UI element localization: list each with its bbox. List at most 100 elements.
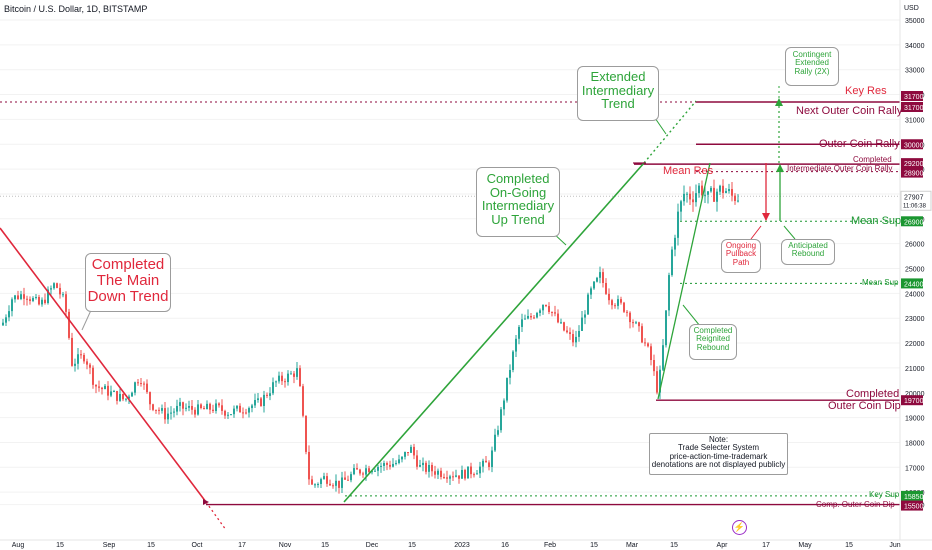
candle-body (203, 408, 205, 410)
candle-body (458, 475, 460, 479)
candle-body (497, 430, 499, 435)
candle-body (581, 317, 583, 331)
note-line-2: price-action-time-trademark (669, 451, 768, 461)
time-axis[interactable]: Aug 15 Sep 15 Oct 17 Nov 15 Dec 15 2023 16 Feb 15 Mar 1… (0, 539, 932, 549)
candle-body (116, 391, 118, 401)
candle-body (392, 463, 394, 467)
candle-body (530, 315, 532, 318)
candle-body (674, 237, 676, 250)
candle-body (308, 451, 310, 480)
mean-sup-label: Mean Sup (851, 215, 902, 227)
rebound-line-1: Anticipated (788, 241, 828, 250)
candle-body (317, 484, 319, 486)
reignited-line-2: Reignited (696, 334, 730, 344)
price-tag (901, 158, 923, 169)
candle-body (104, 385, 106, 390)
currency-label: USD (904, 5, 919, 12)
candle-body (488, 462, 490, 467)
candle-body (296, 368, 298, 377)
price-tag-label: 28900 (904, 171, 924, 178)
candle-body (149, 392, 151, 405)
candle-body (119, 394, 121, 401)
candle-body (257, 398, 259, 401)
candle-body (695, 193, 697, 203)
candle-body (227, 414, 229, 416)
candle-body (653, 360, 655, 372)
candle-body (629, 312, 631, 323)
candle-body (146, 383, 148, 393)
price-tag (901, 490, 923, 501)
x-tick-label: Nov (279, 542, 292, 549)
candle-body (563, 322, 565, 331)
candle-body (242, 412, 244, 414)
candle-body (386, 463, 388, 465)
completed-dip-label-1: Completed (846, 388, 900, 400)
last-price-value: 27907 (904, 194, 924, 201)
candle-body (71, 337, 73, 366)
candle-body (410, 446, 412, 453)
mean-res-label: Mean Res (663, 165, 714, 177)
candle-body (557, 313, 559, 323)
countdown-value: 11:06:38 (903, 203, 927, 209)
candle-body (518, 326, 520, 339)
candle-body (413, 446, 415, 456)
candle-body (176, 405, 178, 412)
candle-body (725, 191, 727, 193)
price-tag (901, 139, 923, 150)
extended-line-3: Trend (601, 96, 635, 112)
candle-body (431, 464, 433, 472)
candle-body (560, 322, 562, 324)
candle-body (47, 289, 49, 304)
x-tick-label: 15 (670, 542, 678, 549)
candle-body (95, 384, 97, 387)
candle-body (11, 299, 13, 312)
candle-body (8, 311, 10, 318)
candle-body (83, 355, 85, 362)
candle-body (434, 471, 436, 475)
candle-body (611, 300, 613, 306)
candle-body (689, 193, 691, 200)
contingent-arrow-head (775, 98, 783, 106)
x-tick-label: 16 (501, 542, 509, 549)
candle-body (527, 315, 529, 319)
note-title: Note: (708, 435, 729, 444)
contingent-callout: Contingent Extended Rally (2X) (785, 47, 839, 86)
candle-body (650, 346, 652, 361)
y-tick-label: 22000 (905, 341, 925, 348)
candle-body (491, 450, 493, 467)
candle-body (278, 375, 280, 382)
candle-body (128, 396, 130, 399)
candle-body (86, 361, 88, 365)
candle-body (89, 364, 91, 368)
x-tick-label: 15 (321, 542, 329, 549)
x-tick-label: 17 (762, 542, 770, 549)
candle-body (590, 288, 592, 295)
x-tick-label: Mar (626, 542, 639, 549)
candle-body (185, 407, 187, 409)
candle-body (656, 371, 658, 393)
price-tag-label: 30000 (904, 142, 924, 149)
candles (2, 179, 739, 494)
lightning-logo-icon[interactable]: ⚡ (732, 520, 747, 535)
candle-body (404, 451, 406, 457)
price-tag (901, 500, 923, 511)
candle-body (551, 311, 553, 313)
x-tick-label: Apr (717, 542, 729, 549)
candle-body (113, 391, 115, 393)
outer-rally-label: Outer Coin Rally (819, 138, 900, 150)
trend-lines (0, 84, 796, 531)
candle-body (341, 477, 343, 488)
candle-body (329, 483, 331, 486)
candle-body (428, 464, 430, 472)
candle-body (224, 410, 226, 416)
candle-body (290, 373, 292, 375)
candle-body (710, 187, 712, 192)
candle-body (683, 193, 685, 202)
y-tick-label: 20000 (905, 391, 925, 398)
candle-body (320, 479, 322, 485)
contingent-line-1: Contingent (792, 50, 832, 59)
candle-body (260, 398, 262, 406)
price-axis[interactable]: USD1550016000170001800019000200002100022… (899, 0, 932, 550)
x-tick-label: 15 (408, 542, 416, 549)
